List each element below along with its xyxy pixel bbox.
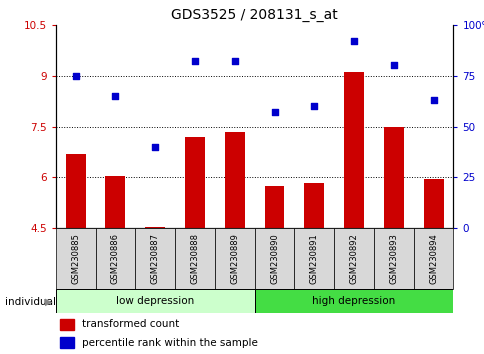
Text: GSM230893: GSM230893 bbox=[389, 233, 397, 284]
Bar bbox=[66, 154, 85, 228]
Bar bbox=[106, 176, 125, 228]
Point bbox=[389, 63, 397, 68]
Text: GSM230894: GSM230894 bbox=[428, 233, 437, 284]
Point bbox=[349, 38, 357, 44]
Point bbox=[270, 109, 278, 115]
Text: low depression: low depression bbox=[116, 296, 194, 306]
Text: GSM230888: GSM230888 bbox=[190, 233, 199, 284]
Point bbox=[151, 144, 159, 150]
Bar bbox=[254, 228, 294, 289]
Text: GSM230890: GSM230890 bbox=[270, 233, 278, 284]
Bar bbox=[423, 179, 442, 228]
Text: individual: individual bbox=[5, 297, 56, 307]
Bar bbox=[56, 289, 254, 313]
Bar bbox=[373, 228, 413, 289]
Bar bbox=[135, 228, 175, 289]
Bar bbox=[214, 228, 254, 289]
Bar bbox=[264, 186, 284, 228]
Point bbox=[429, 97, 437, 103]
Point bbox=[111, 93, 119, 99]
Bar bbox=[383, 127, 403, 228]
Bar bbox=[145, 227, 165, 228]
Bar bbox=[294, 228, 333, 289]
Text: transformed count: transformed count bbox=[81, 319, 179, 329]
Text: GSM230887: GSM230887 bbox=[151, 233, 159, 284]
Text: GSM230889: GSM230889 bbox=[230, 233, 239, 284]
Bar bbox=[184, 137, 204, 228]
Bar bbox=[333, 228, 373, 289]
Text: percentile rank within the sample: percentile rank within the sample bbox=[81, 338, 257, 348]
Title: GDS3525 / 208131_s_at: GDS3525 / 208131_s_at bbox=[171, 8, 337, 22]
Bar bbox=[304, 183, 323, 228]
Point bbox=[310, 103, 318, 109]
Bar bbox=[413, 228, 453, 289]
Text: ▶: ▶ bbox=[45, 297, 52, 307]
Bar bbox=[254, 289, 453, 313]
Bar bbox=[95, 228, 135, 289]
Text: GSM230891: GSM230891 bbox=[309, 233, 318, 284]
Bar bbox=[224, 132, 244, 228]
Bar bbox=[175, 228, 214, 289]
Bar bbox=[60, 337, 74, 348]
Text: GSM230892: GSM230892 bbox=[349, 233, 358, 284]
Text: high depression: high depression bbox=[312, 296, 395, 306]
Bar bbox=[56, 228, 95, 289]
Point bbox=[191, 59, 198, 64]
Bar bbox=[60, 319, 74, 330]
Text: GSM230885: GSM230885 bbox=[71, 233, 80, 284]
Text: GSM230886: GSM230886 bbox=[111, 233, 120, 284]
Point bbox=[230, 59, 238, 64]
Point bbox=[72, 73, 79, 79]
Bar bbox=[343, 72, 363, 228]
